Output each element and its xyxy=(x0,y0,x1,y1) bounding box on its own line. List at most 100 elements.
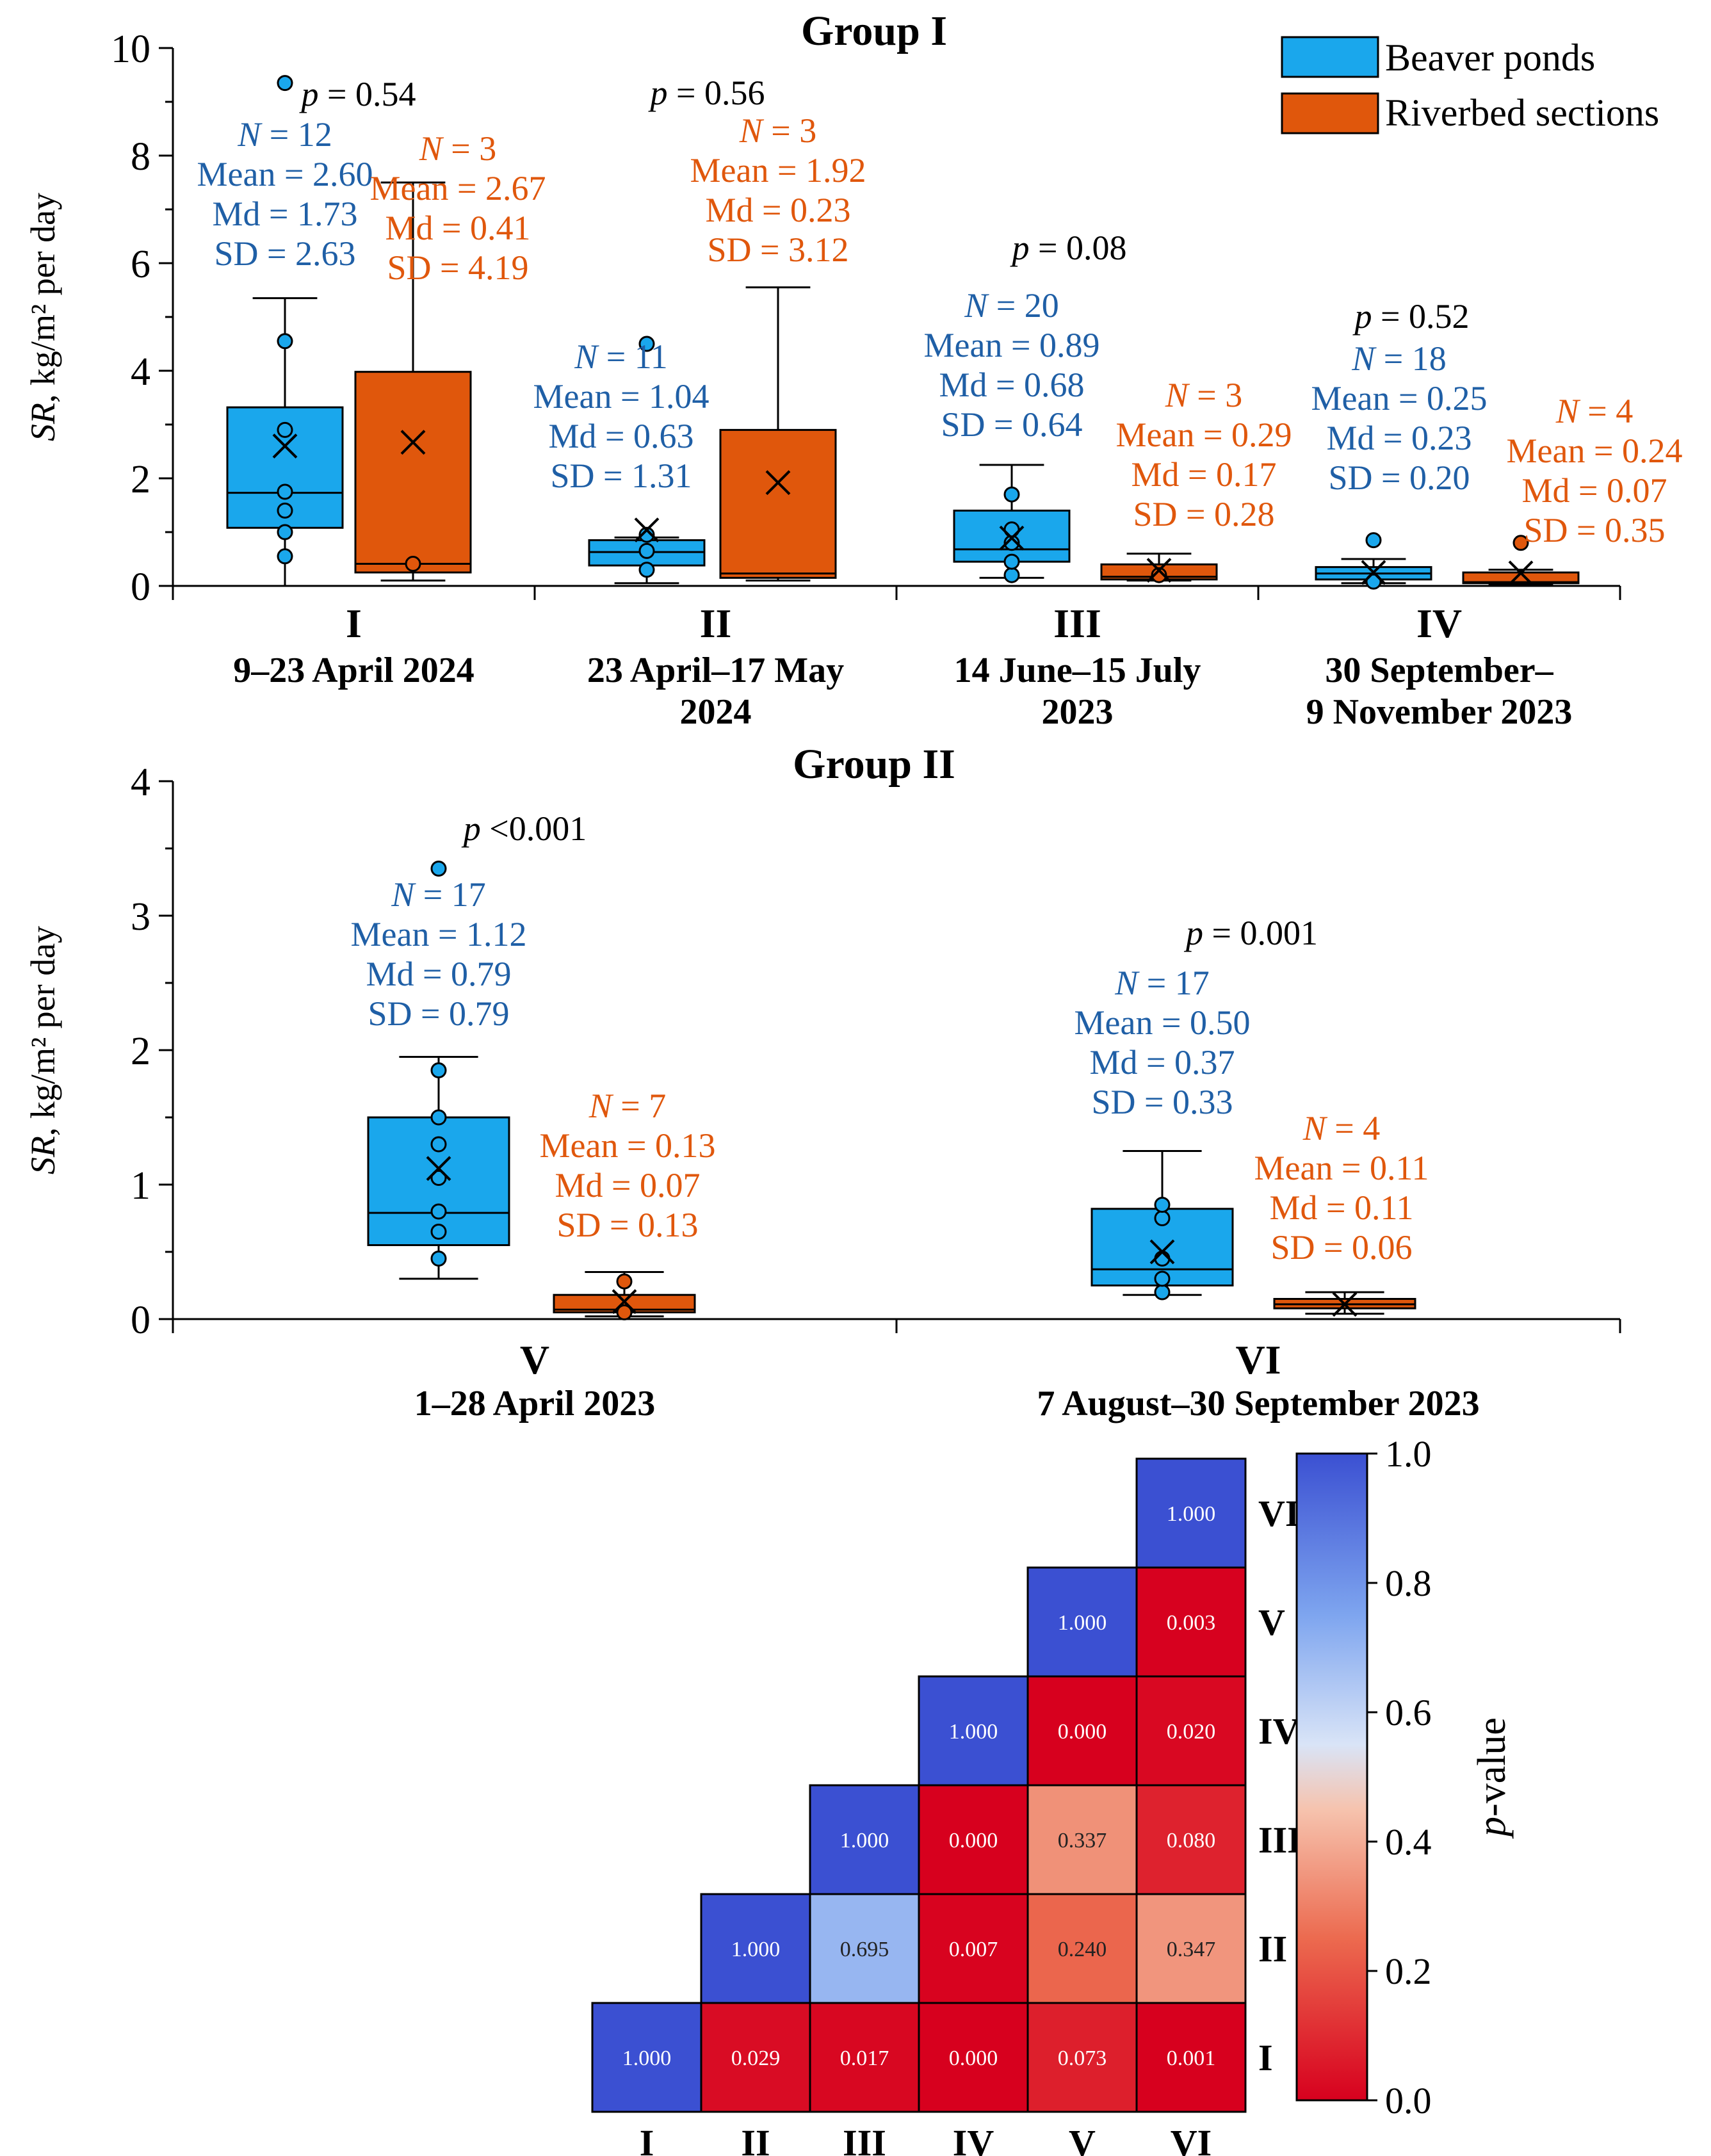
riverbed-stat-mean: Mean = 0.13 xyxy=(540,1126,716,1165)
beaver-data-point xyxy=(1154,1210,1171,1226)
y-tick-label: 10 xyxy=(111,28,150,71)
stat-n-symbol: N xyxy=(964,286,989,325)
stat-n-value: = 7 xyxy=(612,1087,666,1125)
beaver-data-point xyxy=(430,1203,447,1220)
riverbed-box xyxy=(719,428,837,579)
heatmap-cell-value: 0.073 xyxy=(1058,2047,1107,2070)
colorbar-label: p-value xyxy=(1470,1717,1514,1839)
heatmap-cell-value: 0.000 xyxy=(1058,1720,1107,1744)
p-value-label: p = 0.08 xyxy=(1010,229,1127,267)
heatmap-y-label: I xyxy=(1258,2037,1273,2079)
riverbed-mean-marker xyxy=(765,470,791,496)
beaver-stat-median: Md = 0.68 xyxy=(939,366,1085,404)
p-symbol: p xyxy=(1010,229,1030,267)
riverbed-stat-n: N = 4 xyxy=(1302,1109,1381,1147)
p-value-label: p = 0.54 xyxy=(299,75,416,113)
heatmap-cell-value: 0.695 xyxy=(840,1938,889,1961)
y-axis-label-symbol: SR xyxy=(24,1136,62,1174)
beaver-stat-mean: Mean = 0.89 xyxy=(924,326,1100,364)
heatmap-x-label: II xyxy=(741,2122,770,2156)
p-value-heatmap: 1.000 1.000 0.003 1.000 0.000 0.020 1.000 0.000… xyxy=(591,1433,1514,2156)
riverbed-mean-marker xyxy=(1146,558,1172,583)
y-axis-label: SR, kg/m² per day xyxy=(24,193,62,441)
riverbed-stat-sd: SD = 3.12 xyxy=(708,231,849,269)
chart-title: Group II xyxy=(793,741,955,788)
riverbed-stat-n: N = 3 xyxy=(1165,376,1243,414)
chart-title: Group I xyxy=(801,8,947,54)
heatmap-x-label: III xyxy=(843,2122,886,2156)
beaver-stat-mean: Mean = 0.25 xyxy=(1311,379,1488,417)
y-axis-label-unit: , kg/m² per day xyxy=(24,926,62,1136)
beaver-mean-marker xyxy=(426,1156,451,1181)
group-i-chart: Group I 0 2 4 6 8 10 SR, kg/m² per day I 9–23 Apr… xyxy=(24,8,1682,732)
riverbed-stat-mean: Mean = 1.92 xyxy=(690,151,866,190)
beaver-stat-median: Md = 1.73 xyxy=(213,195,358,233)
stat-n-value: = 3 xyxy=(763,111,816,150)
beaver-mean-marker xyxy=(634,517,660,543)
stat-n-symbol: N xyxy=(739,111,765,150)
heatmap-cell-value: 1.000 xyxy=(622,2047,672,2070)
beaver-stat-mean: Mean = 2.60 xyxy=(197,155,373,193)
heatmap-cell-value: 0.029 xyxy=(731,2047,781,2070)
heatmap-cell-value: 1.000 xyxy=(1167,1502,1216,1526)
beaver-data-point xyxy=(1154,1197,1171,1213)
stat-n-symbol: N xyxy=(1302,1109,1328,1147)
p-value: <0.001 xyxy=(481,809,587,848)
beaver-data-point xyxy=(638,526,655,543)
riverbed-data-point xyxy=(1512,535,1529,551)
riverbed-stat-median: Md = 0.41 xyxy=(385,209,531,247)
riverbed-stat-sd: SD = 0.13 xyxy=(557,1206,699,1244)
beaver-stat-n: N = 17 xyxy=(1114,964,1210,1002)
p-symbol: p xyxy=(1352,297,1372,336)
beaver-data-point xyxy=(1003,553,1020,570)
stat-n-value: = 3 xyxy=(1188,376,1242,414)
riverbed-stat-median: Md = 0.11 xyxy=(1270,1188,1414,1227)
period-dates: 14 June–15 July xyxy=(954,651,1201,690)
heatmap-cell xyxy=(809,1784,920,1895)
beaver-stat-sd: SD = 0.33 xyxy=(1092,1083,1233,1121)
riverbed-stat-median: Md = 0.17 xyxy=(1131,455,1277,494)
beaver-data-point xyxy=(1154,1284,1171,1301)
beaver-data-point xyxy=(430,1224,447,1240)
y-tick-label: 2 xyxy=(131,1030,150,1073)
period-label: VI xyxy=(1235,1337,1281,1382)
beaver-stat-sd: SD = 0.64 xyxy=(941,405,1083,444)
beaver-stat-n: N = 18 xyxy=(1351,339,1447,378)
stat-n-value: = 18 xyxy=(1375,339,1446,378)
stat-n-value: = 17 xyxy=(414,875,485,914)
y-tick-label: 4 xyxy=(131,350,150,394)
beaver-stat-n: N = 11 xyxy=(574,337,667,376)
period-dates: 23 April–17 May xyxy=(587,651,844,690)
heatmap-cell xyxy=(1135,1675,1247,1787)
beaver-stat-n: N = 17 xyxy=(391,875,486,914)
y-axis-label: SR, kg/m² per day xyxy=(24,926,62,1174)
heatmap-cell-value: 0.337 xyxy=(1058,1829,1107,1852)
beaver-data-point xyxy=(638,336,655,352)
stat-n-symbol: N xyxy=(574,337,599,376)
heatmap-cell xyxy=(809,2002,920,2113)
riverbed-mean-marker xyxy=(1332,1292,1358,1317)
p-symbol: p xyxy=(299,75,319,113)
beaver-data-point xyxy=(277,483,293,500)
heatmap-cell-value: 1.000 xyxy=(840,1829,889,1852)
riverbed-stat-n: N = 7 xyxy=(588,1087,667,1125)
beaver-data-point xyxy=(277,548,293,565)
heatmap-cell xyxy=(1135,1784,1247,1895)
period-label: IV xyxy=(1416,601,1462,646)
riverbed-stat-n: N = 3 xyxy=(419,129,497,168)
heatmap-x-label: IV xyxy=(953,2122,994,2156)
stat-n-symbol: N xyxy=(588,1087,614,1125)
stat-n-symbol: N xyxy=(391,875,416,914)
riverbed-mean-marker xyxy=(1508,560,1534,586)
beaver-stat-median: Md = 0.37 xyxy=(1090,1043,1235,1082)
period-dates: 7 August–30 September 2023 xyxy=(1037,1384,1479,1423)
riverbed-stat-sd: SD = 0.28 xyxy=(1133,495,1275,533)
beaver-stat-sd: SD = 2.63 xyxy=(215,234,356,273)
heatmap-y-label: V xyxy=(1258,1601,1285,1643)
p-symbol: p xyxy=(648,74,668,112)
beaver-stat-median: Md = 0.63 xyxy=(549,417,694,455)
period-dates: 9 November 2023 xyxy=(1306,692,1573,732)
beaver-data-point xyxy=(430,861,447,877)
beaver-stat-mean: Mean = 0.50 xyxy=(1074,1003,1251,1042)
period-dates: 1–28 April 2023 xyxy=(414,1384,655,1423)
